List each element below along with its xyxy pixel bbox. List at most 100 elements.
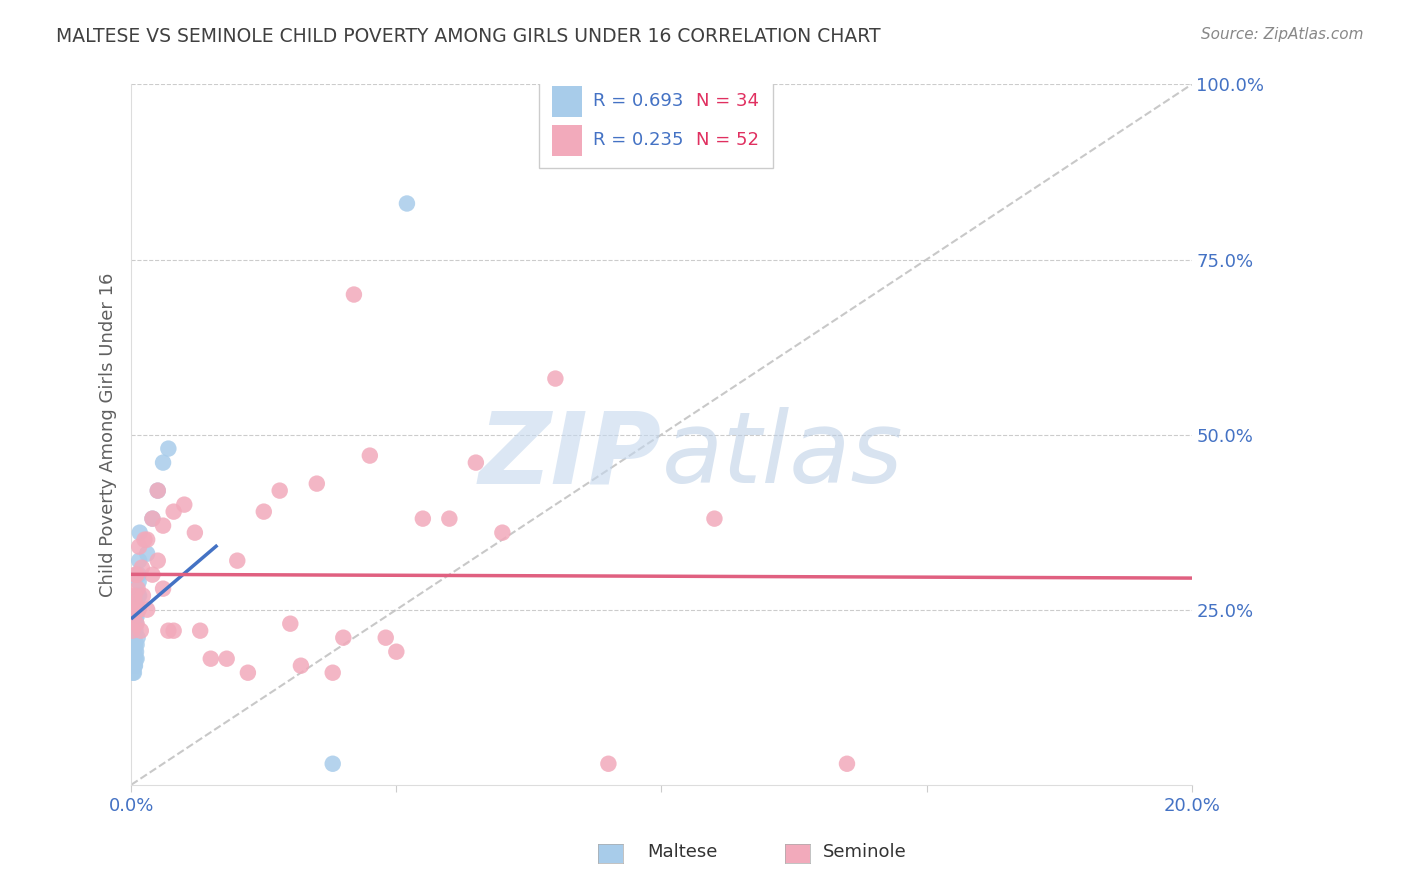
Point: [128, 540, 150, 554]
Point: [305, 476, 328, 491]
Point: [127, 589, 149, 603]
Y-axis label: Child Poverty Among Girls Under 16: Child Poverty Among Girls Under 16: [100, 272, 117, 597]
Point: [835, 756, 858, 771]
Point: [128, 602, 150, 616]
Point: [136, 547, 159, 561]
Point: [146, 554, 169, 568]
Text: N = 34: N = 34: [696, 92, 759, 111]
Point: [124, 609, 146, 624]
Point: [412, 511, 434, 525]
Point: [215, 651, 238, 665]
Point: [163, 624, 186, 638]
Point: [703, 511, 725, 525]
Point: [136, 533, 159, 547]
Point: [141, 567, 163, 582]
Text: atlas: atlas: [661, 407, 903, 504]
Point: [173, 498, 195, 512]
Bar: [553, 125, 582, 156]
Text: MALTESE VS SEMINOLE CHILD POVERTY AMONG GIRLS UNDER 16 CORRELATION CHART: MALTESE VS SEMINOLE CHILD POVERTY AMONG …: [56, 27, 882, 45]
Point: [544, 371, 567, 385]
Point: [127, 602, 149, 616]
Point: [152, 582, 174, 596]
Text: Maltese: Maltese: [647, 843, 717, 861]
Text: Source: ZipAtlas.com: Source: ZipAtlas.com: [1201, 27, 1364, 42]
Point: [124, 624, 146, 638]
Point: [125, 596, 148, 610]
Point: [322, 756, 344, 771]
Point: [124, 589, 146, 603]
Point: [121, 602, 143, 616]
Point: [121, 651, 143, 665]
Point: [322, 665, 344, 680]
Text: ZIP: ZIP: [478, 407, 661, 504]
Point: [125, 651, 148, 665]
Point: [124, 631, 146, 645]
Point: [278, 616, 301, 631]
Point: [127, 631, 149, 645]
Point: [122, 651, 145, 665]
Point: [124, 658, 146, 673]
Point: [122, 665, 145, 680]
Point: [395, 196, 418, 211]
Point: [157, 624, 180, 638]
Point: [200, 651, 222, 665]
Point: [226, 554, 249, 568]
Point: [141, 511, 163, 525]
Point: [359, 449, 381, 463]
Point: [125, 616, 148, 631]
Point: [385, 645, 408, 659]
Point: [290, 658, 312, 673]
Bar: [553, 86, 582, 117]
Text: Seminole: Seminole: [823, 843, 907, 861]
Point: [128, 554, 150, 568]
Point: [124, 645, 146, 659]
Point: [157, 442, 180, 456]
Text: R = 0.693: R = 0.693: [592, 92, 683, 111]
Point: [236, 665, 259, 680]
Point: [136, 602, 159, 616]
Point: [124, 596, 146, 610]
Point: [125, 609, 148, 624]
Point: [125, 567, 148, 582]
Point: [464, 456, 486, 470]
Point: [124, 651, 146, 665]
Point: [124, 567, 146, 582]
Point: [374, 631, 396, 645]
Point: [132, 589, 155, 603]
Point: [146, 483, 169, 498]
Point: [128, 567, 150, 582]
Point: [332, 631, 354, 645]
Point: [124, 658, 146, 673]
Point: [598, 756, 620, 771]
Point: [146, 483, 169, 498]
Point: [184, 525, 207, 540]
Point: [129, 624, 152, 638]
Point: [128, 589, 150, 603]
Point: [141, 511, 163, 525]
Point: [152, 456, 174, 470]
Point: [122, 609, 145, 624]
Point: [253, 505, 276, 519]
Point: [121, 665, 143, 680]
Point: [131, 560, 153, 574]
Text: R = 0.235: R = 0.235: [592, 131, 683, 150]
Point: [125, 645, 148, 659]
Point: [124, 638, 146, 652]
Point: [125, 616, 148, 631]
Point: [128, 525, 150, 540]
Point: [127, 582, 149, 596]
Point: [121, 624, 143, 638]
Point: [122, 638, 145, 652]
Point: [439, 511, 461, 525]
FancyBboxPatch shape: [540, 74, 773, 169]
Text: N = 52: N = 52: [696, 131, 759, 150]
Point: [269, 483, 291, 498]
Point: [134, 533, 156, 547]
Point: [125, 638, 148, 652]
Point: [163, 505, 186, 519]
Point: [343, 287, 366, 301]
Point: [128, 574, 150, 589]
Point: [188, 624, 211, 638]
Point: [491, 525, 513, 540]
Point: [152, 518, 174, 533]
